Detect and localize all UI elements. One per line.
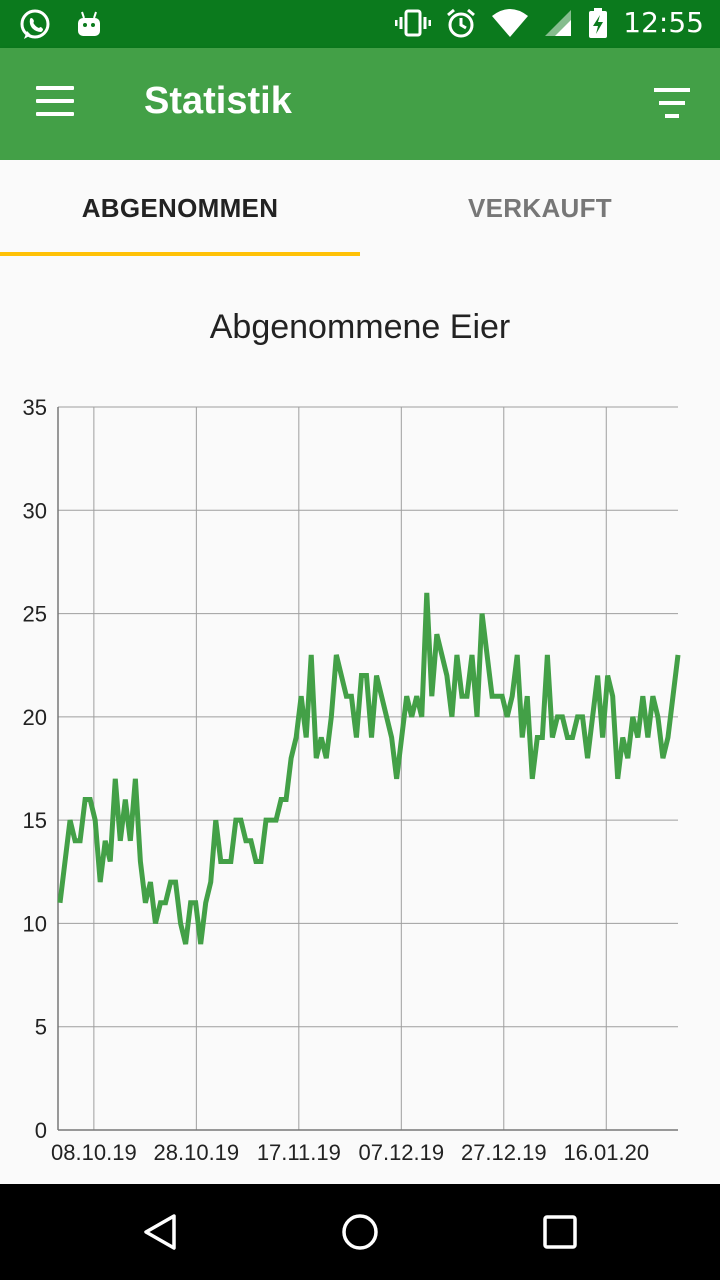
android-icon: [78, 11, 100, 36]
battery-charging-icon: [589, 7, 608, 38]
x-tick-label: 16.01.20: [563, 1140, 649, 1165]
y-tick-label: 25: [23, 602, 47, 627]
wifi-icon: [492, 8, 529, 37]
home-icon[interactable]: [340, 1212, 380, 1252]
page-title: Statistik: [144, 80, 292, 122]
y-tick-label: 10: [23, 911, 47, 936]
line-chart: 0 5 10 15 20 25 30 35 08.10.19 28.10.19 17.11.19 07…: [23, 395, 681, 1165]
chart-title: Abgenommene Eier: [209, 308, 511, 346]
back-icon[interactable]: [140, 1212, 180, 1252]
series-line: [57, 592, 681, 945]
menu-icon[interactable]: [36, 86, 76, 120]
filter-icon[interactable]: [652, 88, 692, 120]
x-tick-label: 17.11.19: [257, 1140, 341, 1165]
y-tick-label: 0: [35, 1118, 47, 1143]
navigation-bar: [0, 1184, 720, 1280]
x-tick-label: 28.10.19: [154, 1140, 240, 1165]
x-tick-label: 08.10.19: [51, 1140, 137, 1165]
tab-abgenommen[interactable]: ABGENOMMEN: [81, 192, 279, 223]
y-tick-label: 20: [23, 705, 47, 730]
notification-icons: [18, 8, 104, 42]
clock: 12:55: [623, 6, 704, 39]
vibrate-icon: [395, 9, 432, 36]
x-tick-label: 07.12.19: [358, 1140, 444, 1165]
y-tick-label: 5: [35, 1015, 47, 1040]
app-bar: Statistik: [0, 48, 720, 160]
signal-icon: [545, 9, 572, 36]
system-icons: 12:55: [395, 6, 704, 39]
status-bar: 12:55: [0, 0, 720, 48]
recents-icon[interactable]: [540, 1212, 580, 1252]
alarm-icon: [447, 8, 476, 37]
y-tick-label: 15: [23, 808, 47, 833]
y-tick-label: 30: [23, 498, 47, 523]
tab-verkauft[interactable]: VERKAUFT: [468, 192, 612, 223]
y-tick-label: 35: [23, 395, 47, 420]
tab-bar: ABGENOMMEN VERKAUFT: [0, 160, 720, 256]
tab-indicator: [0, 252, 360, 256]
x-tick-label: 27.12.19: [461, 1140, 547, 1165]
whatsapp-icon: [20, 9, 50, 39]
